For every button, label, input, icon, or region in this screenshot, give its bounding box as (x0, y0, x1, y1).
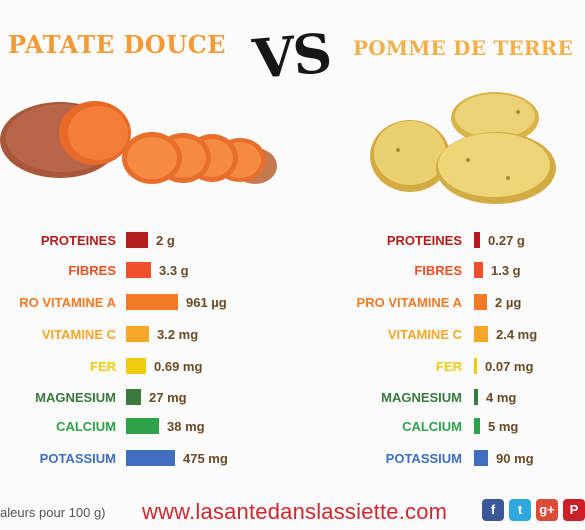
potato-bar-fer (474, 358, 477, 374)
sweet-potato-label-magnesium: MAGNESIUM (35, 390, 116, 405)
sweet-potato-bar-pro-vitamine-a (126, 294, 178, 310)
sweet-potato-bar-potassium (126, 450, 175, 466)
potato-value-vitamine-c: 2.4 mg (496, 327, 537, 342)
sweet-potato-title: PATATE DOUCE (8, 30, 227, 59)
sweet-potato-label-fer: FER (90, 359, 117, 374)
potato-bar-proteines (474, 232, 480, 248)
potato-value-calcium: 5 mg (488, 419, 518, 434)
potato-label-magnesium: MAGNESIUM (381, 390, 462, 405)
sweet-potato-value-potassium: 475 mg (183, 451, 228, 466)
sweet-potato-bar-vitamine-c (126, 326, 149, 342)
sweet-potato-value-calcium: 38 mg (167, 419, 205, 434)
sweet-potato-label-proteines: PROTEINES (41, 233, 116, 248)
potato-label-pro-vitamine-a: PRO VITAMINE A (357, 295, 463, 310)
sweet-potato-bar-fer (126, 358, 146, 374)
website-link[interactable]: www.lasantedanslassiette.com (142, 499, 448, 524)
sweet-potato-bar-calcium (126, 418, 159, 434)
potato-label-calcium: CALCIUM (402, 419, 462, 434)
sweet-potato-label-pro-vitamine-a: RO VITAMINE A (19, 295, 116, 310)
sweet-potato-bar-fibres (126, 262, 151, 278)
potato-label-fer: FER (436, 359, 463, 374)
potato-bar-vitamine-c (474, 326, 488, 342)
twitter-icon[interactable]: t (509, 499, 531, 521)
sweet-potato-label-calcium: CALCIUM (56, 419, 116, 434)
potato-label-vitamine-c: VITAMINE C (388, 327, 463, 342)
potato-value-potassium: 90 mg (496, 451, 534, 466)
sweet-potato-illustration (0, 101, 277, 184)
sweet-potato-value-fibres: 3.3 g (159, 263, 189, 278)
facebook-icon[interactable]: f (482, 499, 504, 521)
potato-bar-potassium (474, 450, 488, 466)
google-plus-icon[interactable]: g+ (536, 499, 558, 521)
sweet-potato-value-magnesium: 27 mg (149, 390, 187, 405)
sweet-potato-label-potassium: POTASSIUM (40, 451, 116, 466)
potato-illustration (370, 92, 556, 204)
potato-title: POMME DE TERRE (353, 36, 573, 60)
vs-label: VS (250, 20, 333, 92)
potato-bar-calcium (474, 418, 480, 434)
sweet-potato-bar-magnesium (126, 389, 141, 405)
nutrition-comparison-chart: PROTEINES 2 g FIBRES 3.3 g RO VITAMINE A 961 … (19, 232, 537, 466)
sweet-potato-value-proteines: 2 g (156, 233, 175, 248)
footer-note: aleurs pour 100 g) (0, 505, 106, 520)
potato-value-fibres: 1.3 g (491, 263, 521, 278)
potato-value-magnesium: 4 mg (486, 390, 516, 405)
pinterest-icon[interactable]: P (563, 499, 585, 521)
potato-bar-magnesium (474, 389, 478, 405)
sweet-potato-label-fibres: FIBRES (68, 263, 116, 278)
potato-bar-pro-vitamine-a (474, 294, 487, 310)
potato-label-fibres: FIBRES (414, 263, 462, 278)
sweet-potato-value-pro-vitamine-a: 961 µg (186, 295, 227, 310)
potato-bar-fibres (474, 262, 483, 278)
potato-value-pro-vitamine-a: 2 µg (495, 295, 521, 310)
potato-label-potassium: POTASSIUM (386, 451, 462, 466)
potato-label-proteines: PROTEINES (387, 233, 462, 248)
potato-value-proteines: 0.27 g (488, 233, 525, 248)
sweet-potato-value-vitamine-c: 3.2 mg (157, 327, 198, 342)
potato-value-fer: 0.07 mg (485, 359, 533, 374)
sweet-potato-value-fer: 0.69 mg (154, 359, 202, 374)
sweet-potato-bar-proteines (126, 232, 148, 248)
sweet-potato-label-vitamine-c: VITAMINE C (42, 327, 117, 342)
